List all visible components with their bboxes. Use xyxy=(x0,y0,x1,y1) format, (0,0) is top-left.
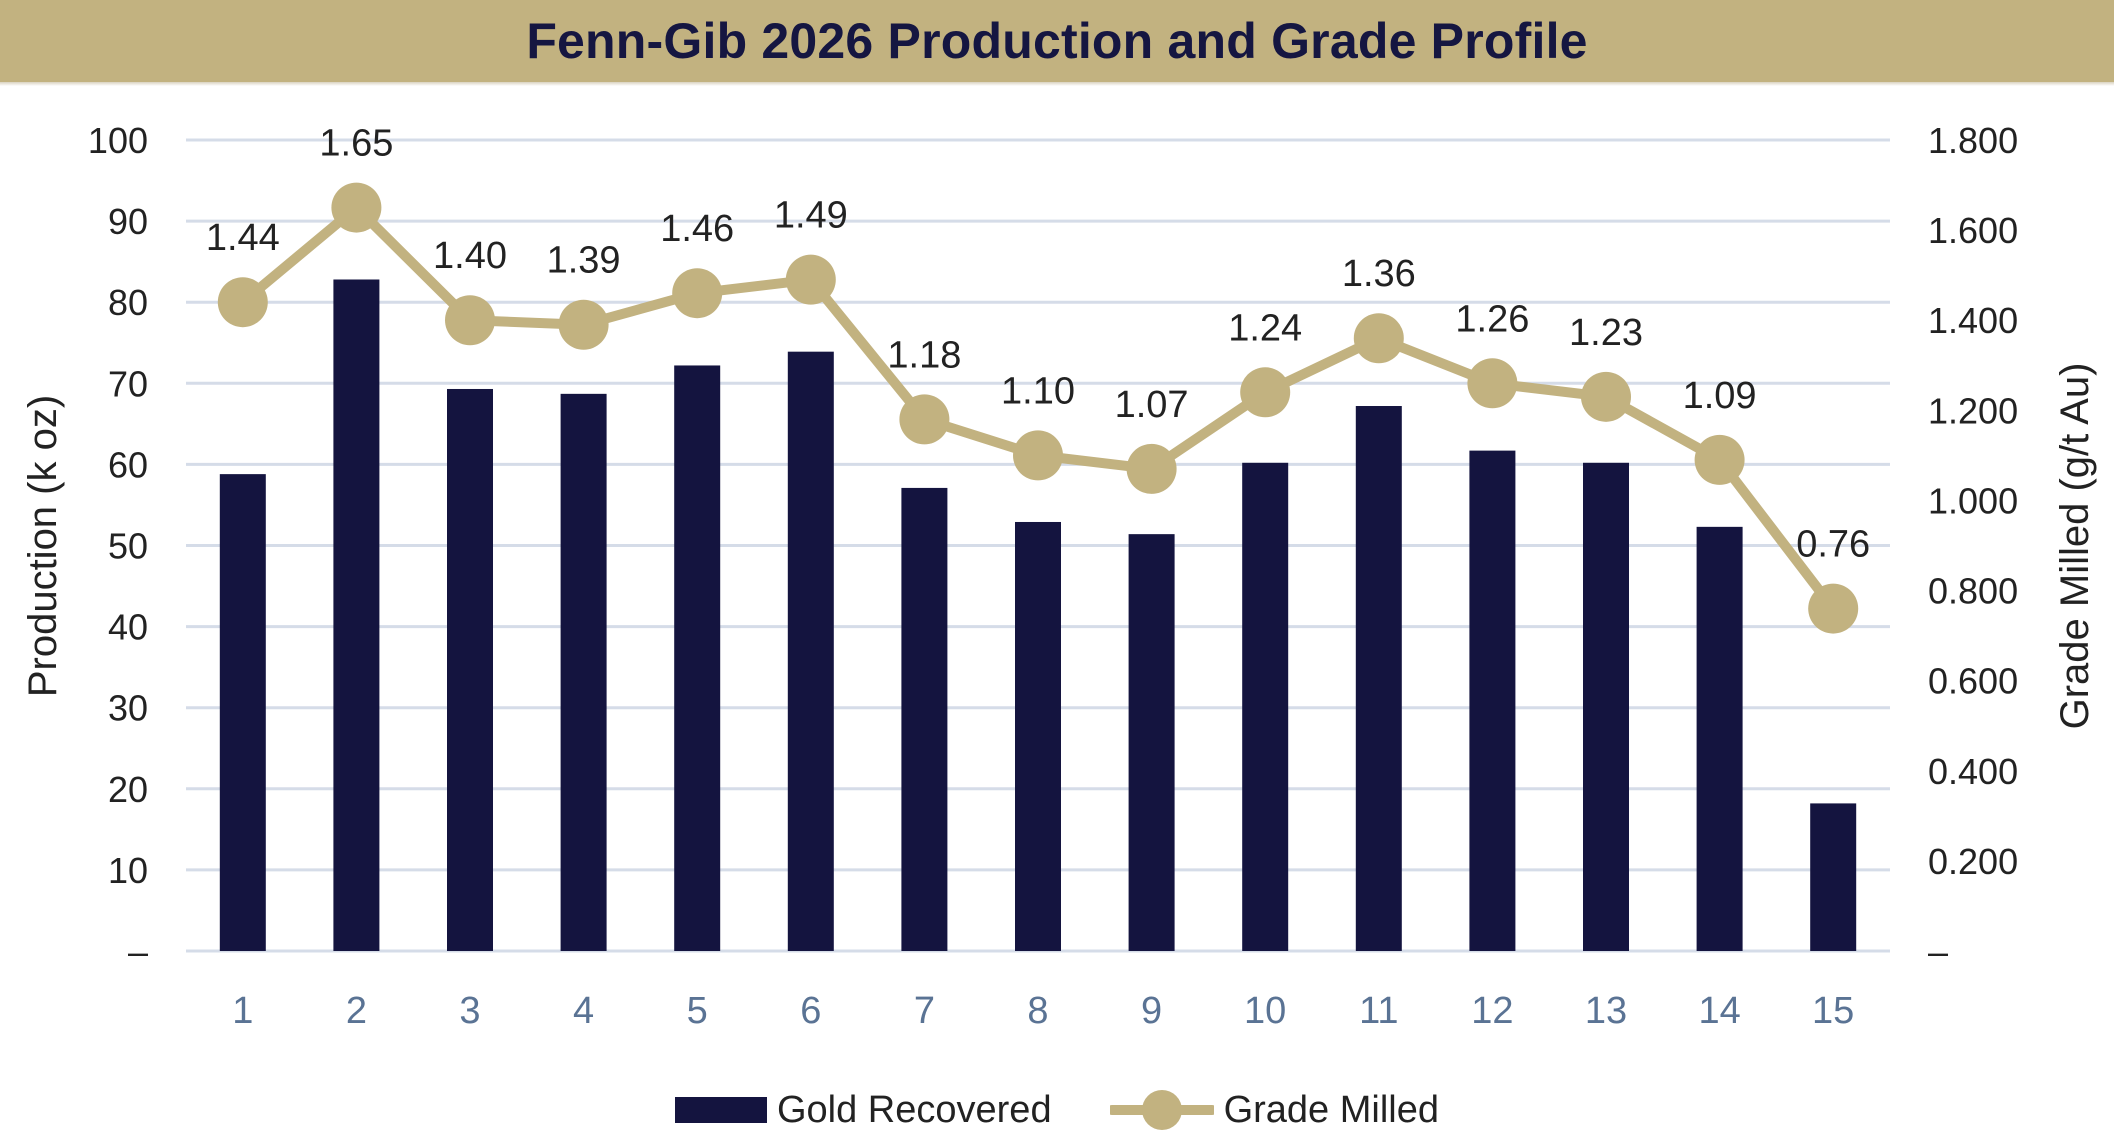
bar-gold-recovered xyxy=(1128,534,1175,951)
legend-swatch-bar xyxy=(674,1097,767,1123)
grade-milled-marker xyxy=(899,394,950,445)
bar-gold-recovered xyxy=(787,351,834,951)
y-tick-right: – xyxy=(1928,931,1948,972)
grade-data-label: 1.10 xyxy=(1001,370,1075,412)
bar-gold-recovered xyxy=(333,279,380,951)
y-tick-left: 30 xyxy=(108,688,148,729)
bar-gold-recovered xyxy=(1242,462,1289,951)
x-tick-label: 13 xyxy=(1585,990,1627,1032)
y-tick-left: 10 xyxy=(108,850,148,891)
grade-data-label: 1.18 xyxy=(887,334,961,376)
y-tick-left: 60 xyxy=(108,444,148,485)
legend: Gold Recovered Grade Milled xyxy=(0,1080,2114,1140)
y-axis-title-left: Production (k oz) xyxy=(21,395,65,697)
grade-data-label: 1.24 xyxy=(1228,307,1302,349)
chart-title: Fenn-Gib 2026 Production and Grade Profi… xyxy=(526,13,1588,69)
x-tick-label: 15 xyxy=(1812,990,1854,1032)
x-tick-label: 8 xyxy=(1027,990,1048,1032)
grade-data-label: 1.23 xyxy=(1569,312,1643,354)
x-tick-label: 6 xyxy=(800,990,821,1032)
grade-milled-line xyxy=(217,182,1859,634)
grade-data-label: 1.09 xyxy=(1683,375,1757,417)
y-tick-left: 80 xyxy=(108,282,148,323)
grade-milled-marker xyxy=(1013,430,1063,481)
y-tick-left: 70 xyxy=(108,363,148,404)
y-tick-right: 1.200 xyxy=(1928,390,2018,431)
y-tick-left: 90 xyxy=(108,201,148,242)
legend-swatch-line xyxy=(1109,1090,1214,1130)
y-tick-right: 0.800 xyxy=(1928,571,2018,612)
bar-gold-recovered xyxy=(560,393,607,951)
chart-title-band: Fenn-Gib 2026 Production and Grade Profi… xyxy=(0,0,2114,86)
grade-milled-marker xyxy=(558,299,609,350)
x-tick-label: 5 xyxy=(687,990,708,1032)
grade-milled-marker xyxy=(331,182,382,233)
grade-milled-marker xyxy=(217,277,268,328)
x-tick-label: 7 xyxy=(914,990,935,1032)
bar-gold-recovered xyxy=(1583,462,1629,951)
y-tick-right: 1.000 xyxy=(1928,480,2018,521)
axes: – 10 20 30 40 50 60 70 80 90 100 – 0.200 0.400 0.600 0.… xyxy=(21,120,2097,1032)
x-tick-label: 11 xyxy=(1359,990,1398,1032)
x-tick-label: 4 xyxy=(573,990,594,1032)
y-tick-right: 0.200 xyxy=(1928,841,2018,882)
legend-item-grade-milled: Grade Milled xyxy=(1109,1088,1439,1132)
grade-data-label: 1.39 xyxy=(547,240,621,282)
grade-milled-marker xyxy=(1467,358,1518,409)
x-tick-label: 2 xyxy=(346,990,367,1032)
grade-milled-marker xyxy=(672,268,723,319)
grade-data-label: 1.44 xyxy=(206,217,280,259)
y-tick-right: 1.600 xyxy=(1928,210,2018,251)
bar-gold-recovered xyxy=(219,474,266,951)
x-tick-label: 1 xyxy=(232,990,253,1032)
y-tick-left: 20 xyxy=(108,769,148,810)
legend-item-gold-recovered: Gold Recovered xyxy=(674,1088,1052,1132)
grade-data-label: 1.26 xyxy=(1455,298,1529,340)
grade-milled-marker xyxy=(1694,434,1745,485)
grade-milled-marker xyxy=(1581,371,1631,422)
grade-data-label: 1.65 xyxy=(319,123,393,165)
grade-milled-marker xyxy=(1353,313,1404,364)
x-tick-label: 9 xyxy=(1141,990,1162,1032)
y-tick-left: 40 xyxy=(108,607,148,648)
grade-milled-marker xyxy=(1240,367,1291,418)
y-tick-left: – xyxy=(128,931,148,972)
bar-gold-recovered xyxy=(447,388,493,951)
legend-label-gold-recovered: Gold Recovered xyxy=(776,1088,1052,1131)
grade-milled-marker xyxy=(1808,583,1859,634)
bar-gold-recovered xyxy=(1810,803,1857,951)
grade-milled-marker xyxy=(445,295,495,346)
x-tick-label: 3 xyxy=(459,990,480,1032)
legend-label-grade-milled: Grade Milled xyxy=(1223,1088,1439,1131)
y-tick-left: 50 xyxy=(108,526,148,567)
y-tick-right: 1.800 xyxy=(1928,120,2018,161)
x-tick-label: 14 xyxy=(1698,990,1740,1032)
grade-data-label: 1.46 xyxy=(660,208,734,250)
y-tick-left: 100 xyxy=(88,120,148,161)
grade-data-label: 1.07 xyxy=(1115,384,1189,426)
bar-gold-recovered xyxy=(674,365,721,951)
gold-recovered-bars xyxy=(219,279,1857,951)
grade-data-label: 0.76 xyxy=(1796,524,1870,566)
y-tick-right: 0.400 xyxy=(1928,751,2018,792)
grade-milled-marker xyxy=(1126,443,1177,494)
bar-gold-recovered xyxy=(1015,521,1061,951)
bar-gold-recovered xyxy=(901,487,948,951)
grade-data-label: 1.49 xyxy=(774,195,848,237)
bar-gold-recovered xyxy=(1469,450,1516,951)
y-axis-title-right: Grade Milled (g/t Au) xyxy=(2053,363,2097,730)
bar-gold-recovered xyxy=(1696,526,1743,951)
x-tick-label: 10 xyxy=(1244,990,1286,1032)
data-labels: 1.44 1.65 1.40 1.39 1.46 1.49 1.18 1.10 1.07 1.24… xyxy=(206,123,1870,566)
bar-gold-recovered xyxy=(1355,406,1402,951)
y-tick-right: 1.400 xyxy=(1928,300,2018,341)
grade-milled-marker xyxy=(785,254,836,305)
grade-data-label: 1.40 xyxy=(433,235,507,277)
grade-data-label: 1.36 xyxy=(1342,253,1416,295)
y-tick-right: 0.600 xyxy=(1928,661,2018,702)
x-tick-label: 12 xyxy=(1471,990,1513,1032)
